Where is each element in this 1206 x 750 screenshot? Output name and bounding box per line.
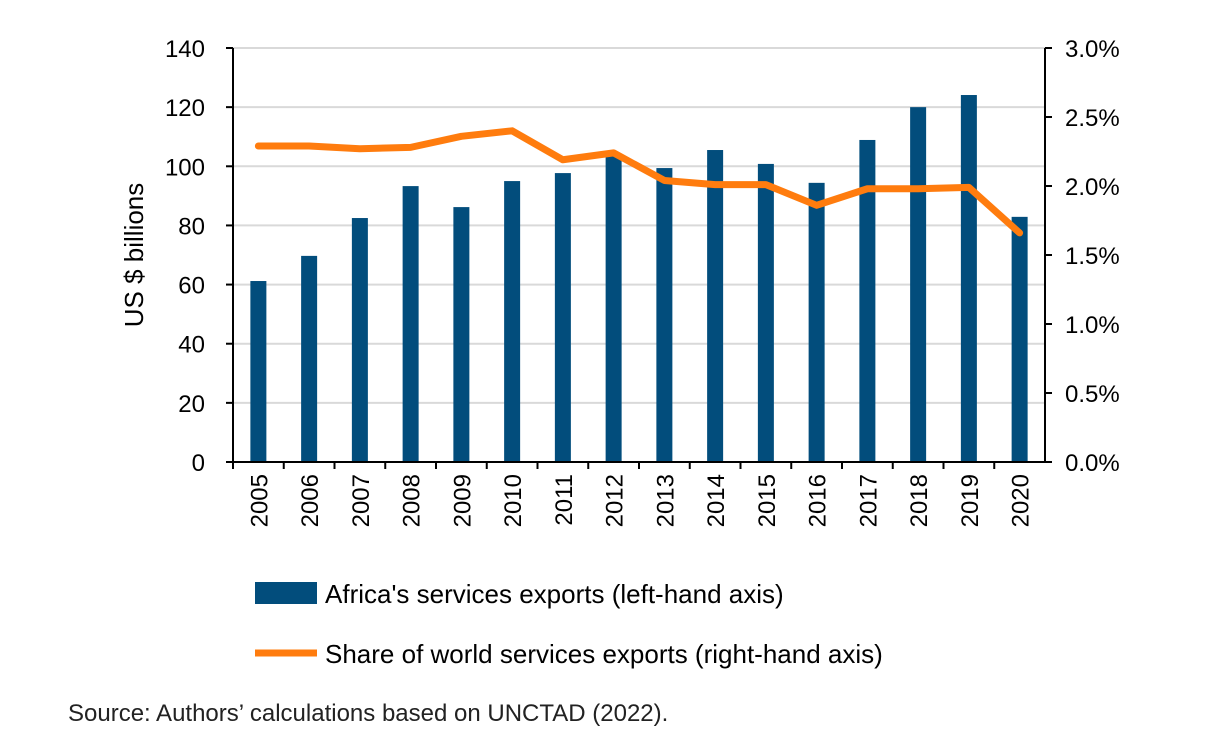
x-tick-label: 2009 [449,474,476,527]
x-tick-label: 2020 [1008,474,1035,527]
right-tick-label: 0.5% [1065,381,1120,408]
bar-2007 [351,218,368,462]
x-tick-label: 2011 [551,474,578,526]
bar-2017 [859,139,876,462]
left-tick-label: 100 [165,154,205,181]
bar-2006 [301,255,318,462]
x-tick-label: 2017 [855,474,882,527]
right-tick-label: 2.5% [1065,105,1120,132]
bar-2016 [808,182,825,463]
bar-2011 [554,173,571,462]
share-line [254,127,1024,237]
right-tick-label: 3.0% [1065,36,1120,63]
y-axis-label: US $ billions [119,183,149,328]
x-tick-label: 2012 [602,474,629,527]
bar-2019 [960,95,977,463]
bar-2014 [707,150,724,462]
x-tick-label: 2010 [500,474,527,527]
left-tick-label: 40 [178,332,205,359]
right-tick-label: 1.0% [1065,312,1120,339]
x-tick-label: 2016 [805,474,832,527]
source-note: Source: Authors’ calculations based on U… [68,700,669,727]
bar-2018 [910,107,927,463]
bar-2012 [605,155,622,462]
legend-line-label: Share of world services exports (right-h… [325,639,883,669]
left-tick-label: 120 [165,95,205,122]
x-tick-label: 2005 [246,474,273,527]
bar-2013 [656,168,673,462]
legend: Africa's services exports (left-hand axi… [255,579,883,669]
x-tick-label: 2018 [906,474,933,527]
bar-2005 [250,281,267,462]
x-tick-label: 2019 [957,474,984,527]
bar-2008 [402,186,419,462]
x-tick-label: 2014 [703,474,730,527]
right-tick-label: 1.5% [1065,243,1120,270]
bar-2009 [453,207,470,462]
bar-2010 [504,181,521,463]
x-tick-label: 2006 [297,474,324,527]
right-tick-label: 2.0% [1065,174,1120,201]
right-tick-label: 0.0% [1065,450,1120,477]
legend-bar-label: Africa's services exports (left-hand axi… [325,579,784,609]
x-tick-label: 2013 [652,474,679,527]
x-tick-label: 2007 [348,474,375,527]
chart: 0 20 40 60 80 100 120 140 0.0% 0.5% 1.0% 1.5% 2.0% 2.… [119,36,1120,669]
legend-bar-swatch [255,582,317,604]
bar-2015 [757,163,774,463]
x-tick-label: 2015 [754,474,781,527]
x-tick-label: 2008 [399,474,426,527]
left-tick-label: 80 [178,213,205,240]
left-tick-label: 140 [165,36,205,63]
left-tick-label: 20 [178,391,205,418]
left-tick-label: 60 [178,273,205,300]
left-tick-label: 0 [192,450,205,477]
bar-2020 [1011,216,1028,462]
